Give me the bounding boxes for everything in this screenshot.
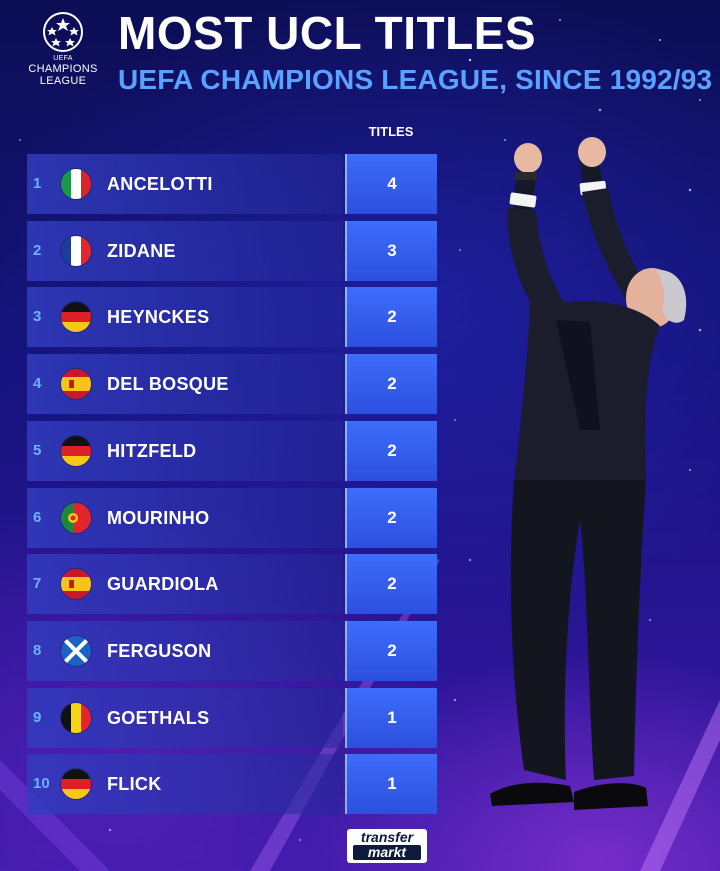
titles-count: 2 [387,440,397,460]
transfermarkt-logo: transfer markt [347,829,427,863]
titles-count-box: 4 [345,154,437,214]
name-bar: 8 FERGUSON [27,620,343,681]
table-row: 1 ANCELOTTI 4 [27,154,437,214]
titles-count: 3 [387,240,397,260]
titles-column-header: TITLES [368,124,414,139]
table-row: 4 DEL BOSQUE 2 [27,354,437,415]
name-bar: 2 ZIDANE [27,220,343,281]
coach-name: GUARDIOLA [107,574,219,595]
titles-count: 2 [387,374,397,394]
germany-flag-icon [61,435,91,466]
name-bar: 1 ANCELOTTI [27,154,343,214]
champions-league-logo: UEFA CHAMPIONS LEAGUE [20,10,106,87]
titles-count: 4 [387,174,397,193]
page-subtitle: UEFA CHAMPIONS LEAGUE, SINCE 1992/93 [118,64,713,95]
name-bar: 3 HEYNCKES [27,287,343,348]
rank-number: 9 [33,708,42,726]
italy-flag-icon [61,169,91,199]
titles-count-box: 2 [345,487,437,548]
coach-name: FLICK [107,774,162,795]
titles-count-box: 1 [345,754,437,815]
table-row: 5 HITZFELD 2 [27,420,437,481]
portugal-flag-icon [61,502,91,533]
titles-count-box: 2 [345,620,437,681]
table-row: 10 FLICK 1 [27,754,437,815]
rank-number: 4 [33,375,42,393]
name-bar: 9 GOETHALS [27,687,343,748]
rank-number: 5 [33,441,42,459]
brand-line-1: transfer [360,829,414,845]
titles-count-box: 2 [345,420,437,481]
rank-number: 8 [33,641,42,659]
brand-line-2: markt [353,845,421,860]
logo-label-line2: LEAGUE [39,75,87,87]
scotland-flag-icon [61,635,91,666]
rank-number: 2 [33,241,42,259]
header: UEFA CHAMPIONS LEAGUE MOST UCL TITLES UE… [0,0,720,110]
starball-icon [43,12,83,52]
coach-name: ANCELOTTI [107,174,213,194]
name-bar: 7 GUARDIOLA [27,554,343,615]
titles-count: 2 [387,507,397,527]
france-flag-icon [61,235,91,266]
titles-count-box: 2 [345,554,437,615]
coach-name: HEYNCKES [107,307,210,328]
coach-name: ZIDANE [107,240,176,261]
coach-celebrating-image [490,137,687,810]
coach-name: FERGUSON [107,640,212,661]
table-row: 6 MOURINHO 2 [27,487,437,548]
coach-name: MOURINHO [107,507,210,528]
rank-number: 3 [33,308,42,326]
titles-count-box: 1 [345,687,437,748]
coach-name: GOETHALS [107,707,210,728]
table-row: 2 ZIDANE 3 [27,220,437,281]
rank-number: 10 [33,775,50,793]
belgium-flag-icon [61,702,91,733]
germany-flag-icon [61,302,91,333]
page-title: MOST UCL TITLES [118,7,537,59]
spain-flag-icon [61,569,91,600]
name-bar: 4 DEL BOSQUE [27,354,343,415]
rank-number: 6 [33,508,42,526]
logo-label-line1: CHAMPIONS [28,63,98,75]
titles-count: 2 [387,574,397,594]
titles-count-box: 3 [345,220,437,281]
titles-count: 1 [387,774,397,794]
titles-count: 2 [387,307,397,327]
rank-number: 7 [33,575,42,593]
table-row: 8 FERGUSON 2 [27,620,437,681]
table-row: 9 GOETHALS 1 [27,687,437,748]
coach-name: DEL BOSQUE [107,374,229,395]
titles-count-box: 2 [345,287,437,348]
rank-number: 1 [33,175,42,192]
table-row: 7 GUARDIOLA 2 [27,554,437,615]
titles-count-box: 2 [345,354,437,415]
logo-label-top: UEFA [53,55,73,62]
name-bar: 6 MOURINHO [27,487,343,548]
coach-name: HITZFELD [107,440,197,461]
titles-count: 2 [387,640,397,660]
titles-count: 1 [387,707,397,727]
name-bar: 10 FLICK [27,754,343,815]
name-bar: 5 HITZFELD [27,420,343,481]
germany-flag-icon [61,769,91,800]
table-row: 3 HEYNCKES 2 [27,287,437,348]
spain-flag-icon [61,369,91,400]
